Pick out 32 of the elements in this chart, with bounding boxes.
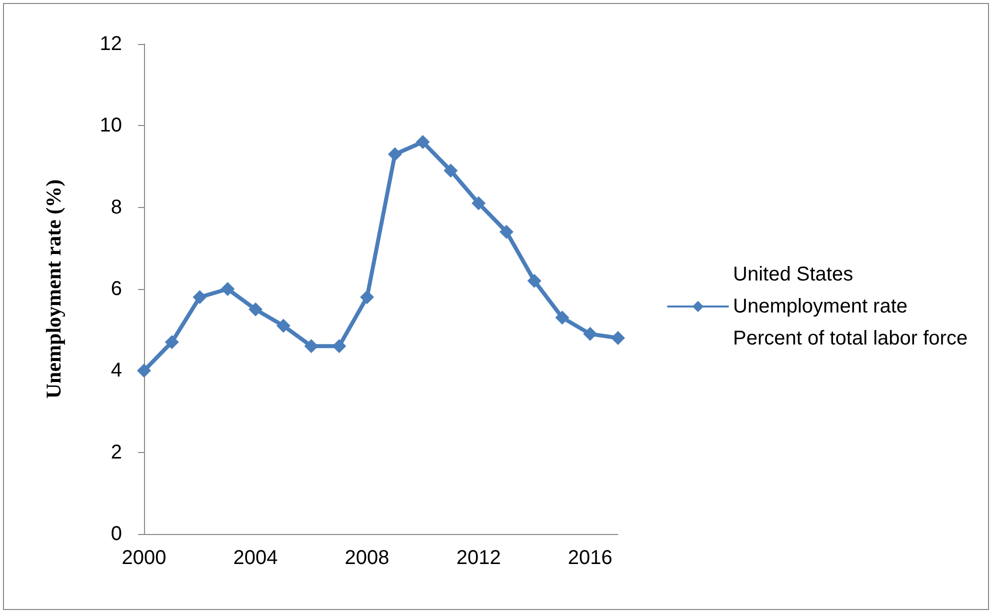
point	[332, 339, 346, 354]
x-tick-label: 2000	[122, 547, 166, 569]
y-tick-label: 0	[110, 523, 122, 545]
point	[164, 335, 179, 350]
y-tick-label: 2	[110, 441, 122, 464]
point	[304, 339, 318, 354]
y-tick-label: 8	[110, 196, 122, 218]
point	[276, 318, 290, 333]
point	[192, 290, 207, 304]
x-tick-label: 2008	[344, 547, 390, 569]
y-tick-label: 6	[110, 278, 122, 300]
x-tick-label: 2004	[233, 547, 278, 569]
point	[137, 364, 151, 378]
point	[499, 224, 514, 239]
point	[583, 326, 598, 341]
point	[472, 196, 486, 210]
point	[444, 164, 458, 178]
legend-label: United States Unemployment rate Percent of total labor force	[733, 264, 968, 350]
y-tick-label: 10	[100, 114, 122, 137]
point	[555, 310, 570, 325]
point	[360, 290, 374, 304]
point	[220, 282, 235, 296]
y-axis-title: Unemployment rate (%)	[42, 179, 66, 399]
point	[527, 274, 542, 288]
x-tick-label: 2012	[456, 547, 501, 569]
y-tick-label: 12	[100, 33, 122, 55]
point	[611, 331, 625, 345]
point	[416, 135, 430, 149]
point	[388, 147, 402, 162]
y-tick-label: 4	[110, 360, 122, 382]
point	[248, 302, 263, 316]
x-tick-label: 2016	[568, 547, 612, 569]
